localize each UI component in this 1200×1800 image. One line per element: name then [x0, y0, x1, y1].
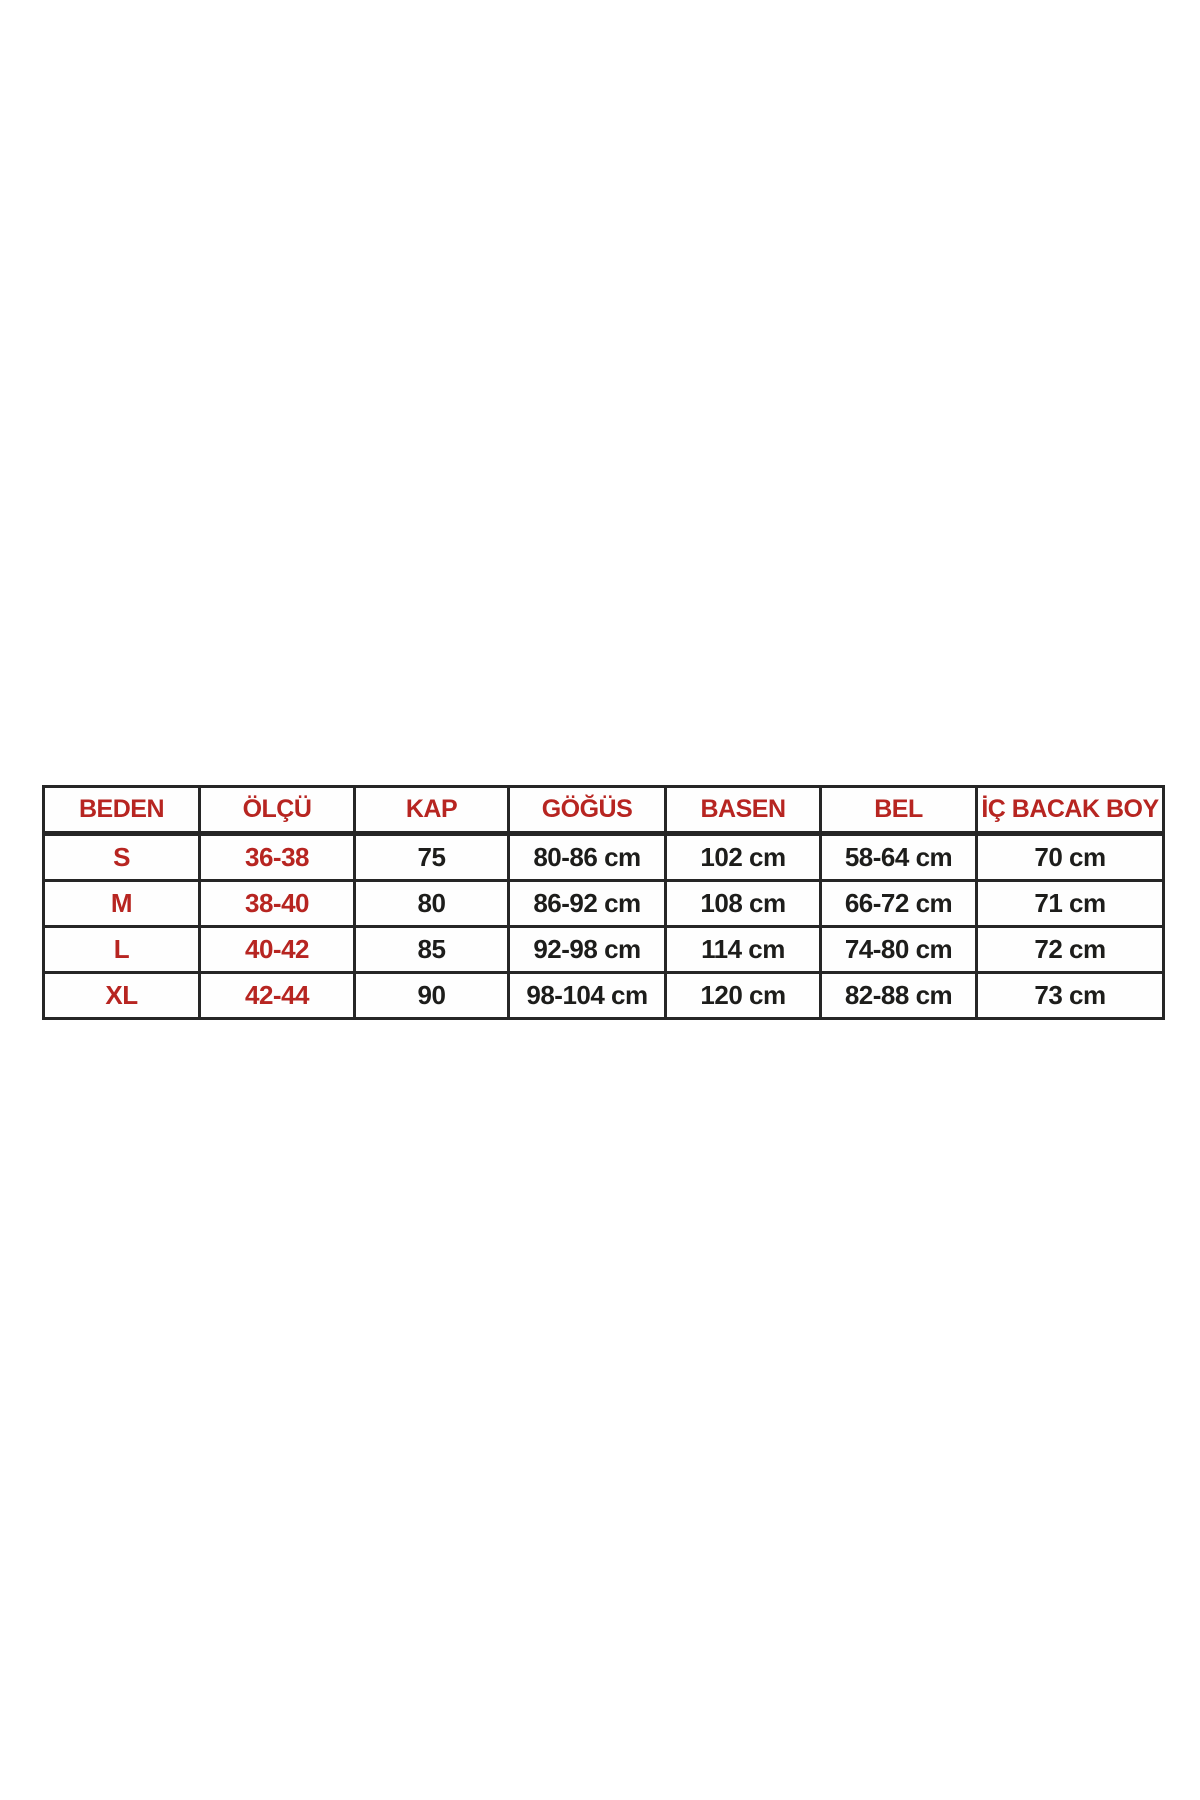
cell-beden: XL	[42, 971, 201, 1020]
cell-olcu: 36-38	[198, 832, 356, 882]
header-cell-ic-bacak-boy: İÇ BACAK BOY	[975, 785, 1165, 836]
cell-beden: S	[42, 832, 201, 882]
cell-gogus: 86-92 cm	[507, 879, 667, 928]
cell-ic-bacak-boy: 70 cm	[975, 832, 1165, 882]
cell-gogus: 98-104 cm	[507, 971, 667, 1020]
cell-basen: 120 cm	[664, 971, 822, 1020]
cell-bel: 82-88 cm	[819, 971, 978, 1020]
cell-kap: 75	[353, 832, 510, 882]
cell-ic-bacak-boy: 73 cm	[975, 971, 1165, 1020]
table-row: S 36-38 75 80-86 cm 102 cm 58-64 cm 70 cm	[42, 832, 1165, 882]
cell-bel: 58-64 cm	[819, 832, 978, 882]
cell-bel: 74-80 cm	[819, 925, 978, 974]
cell-kap: 90	[353, 971, 510, 1020]
cell-ic-bacak-boy: 71 cm	[975, 879, 1165, 928]
table-row: M 38-40 80 86-92 cm 108 cm 66-72 cm 71 cm	[42, 879, 1165, 928]
cell-olcu: 42-44	[198, 971, 356, 1020]
cell-gogus: 92-98 cm	[507, 925, 667, 974]
cell-ic-bacak-boy: 72 cm	[975, 925, 1165, 974]
cell-beden: M	[42, 879, 201, 928]
cell-bel: 66-72 cm	[819, 879, 978, 928]
header-cell-olcu: ÖLÇÜ	[198, 785, 356, 836]
size-chart-body: S 36-38 75 80-86 cm 102 cm 58-64 cm 70 cm M 38-4…	[42, 832, 1165, 1020]
cell-gogus: 80-86 cm	[507, 832, 667, 882]
cell-basen: 102 cm	[664, 832, 822, 882]
header-cell-kap: KAP	[353, 785, 510, 836]
header-cell-beden: BEDEN	[42, 785, 201, 836]
header-cell-bel: BEL	[819, 785, 978, 836]
header-cell-basen: BASEN	[664, 785, 822, 836]
cell-basen: 108 cm	[664, 879, 822, 928]
table-row: XL 42-44 90 98-104 cm 120 cm 82-88 cm 73 cm	[42, 971, 1165, 1020]
header-row: BEDEN ÖLÇÜ KAP GÖĞÜS BASEN BEL İÇ BACAK BOY	[42, 785, 1165, 836]
cell-beden: L	[42, 925, 201, 974]
size-chart-header: BEDEN ÖLÇÜ KAP GÖĞÜS BASEN BEL İÇ BACAK BOY	[42, 785, 1165, 836]
cell-kap: 80	[353, 879, 510, 928]
cell-olcu: 38-40	[198, 879, 356, 928]
table-row: L 40-42 85 92-98 cm 114 cm 74-80 cm 72 cm	[42, 925, 1165, 974]
header-cell-gogus: GÖĞÜS	[507, 785, 667, 836]
cell-olcu: 40-42	[198, 925, 356, 974]
cell-kap: 85	[353, 925, 510, 974]
cell-basen: 114 cm	[664, 925, 822, 974]
